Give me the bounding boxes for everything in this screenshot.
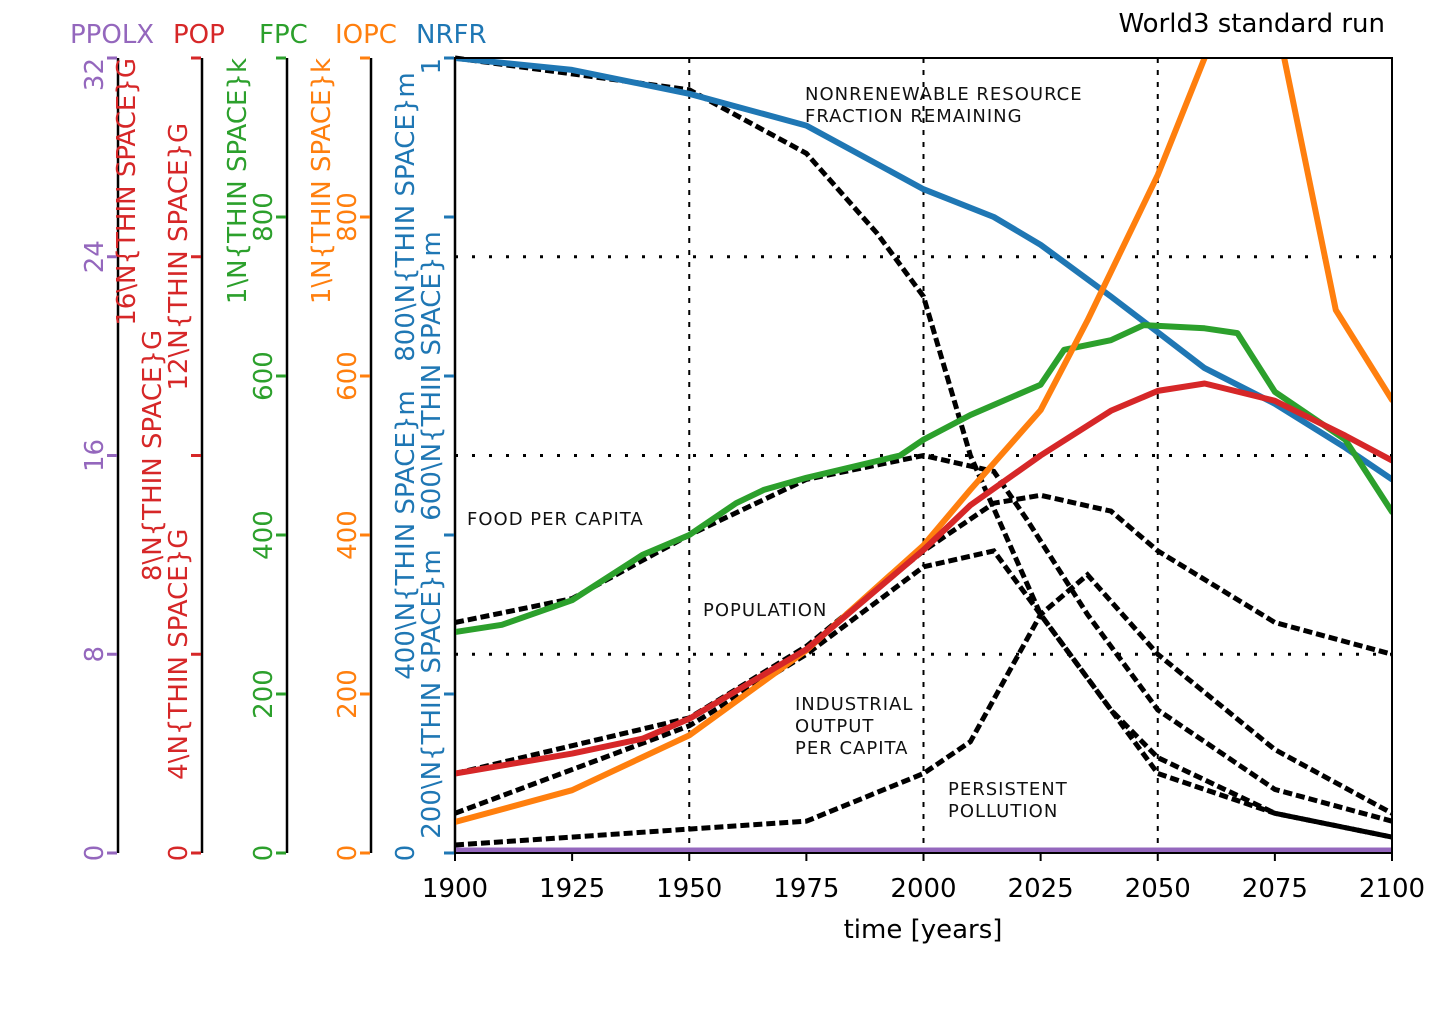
x-tick-label: 1900 — [422, 874, 488, 904]
y-tick-label: 0 — [391, 845, 421, 862]
x-tick-label: 2000 — [890, 874, 956, 904]
series-line-fpc — [455, 322, 1392, 635]
y-tick-label: 4\N{THIN SPACE}G — [164, 529, 194, 780]
y-tick-label: 16\N{THIN SPACE}G — [112, 58, 142, 326]
y-tick-label: 16 — [80, 439, 110, 472]
legend-nrfr: NRFR — [416, 20, 487, 50]
legend-iopc: IOPC — [335, 20, 397, 50]
y-tick-label: 600\N{THIN SPACE}m — [417, 231, 447, 521]
x-tick-label: 2075 — [1242, 874, 1308, 904]
annotation-label: INDUSTRIAL — [795, 694, 913, 715]
chart-title: World3 standard run — [1118, 9, 1385, 39]
x-tick-label: 1925 — [539, 874, 605, 904]
y-axes: 0 8 16 24 32 0 4\N{THIN SPACE}G8\N{THIN SPACE}… — [80, 56, 457, 862]
series-line-pop — [455, 380, 1392, 777]
legend-ppolx: PPOLX — [70, 20, 154, 50]
series-lines — [455, 58, 1392, 853]
y-tick-label: 200\N{THIN SPACE}m — [417, 549, 447, 839]
y-tick-label: 400 — [249, 510, 279, 560]
series-line-iopc — [455, 58, 1392, 825]
y-tick-label: 0 — [164, 845, 194, 862]
annotation-label: FOOD PER CAPITA — [467, 509, 644, 530]
persistent-pollution-original-trace — [454, 571, 1394, 848]
x-tick-label: 2050 — [1125, 874, 1191, 904]
x-axis-label: time [years] — [844, 915, 1003, 945]
y-tick-label: 1\N{THIN SPACE}k — [307, 58, 337, 304]
y-tick-label: 600 — [249, 351, 279, 401]
x-tick-label: 2025 — [1008, 874, 1074, 904]
y-tick-label: 200 — [249, 669, 279, 719]
x-tick-label: 1950 — [656, 874, 722, 904]
annotation-label: OUTPUT — [795, 716, 874, 737]
annotation-label: NONRENEWABLE RESOURCE — [805, 84, 1083, 105]
y-tick-label: 8 — [80, 646, 110, 663]
x-tick-label: 1975 — [773, 874, 839, 904]
food-per-capita-original-trace — [454, 452, 1393, 824]
population-original-trace — [454, 492, 1393, 776]
y-axis-pop: 0 4\N{THIN SPACE}G8\N{THIN SPACE}G12\N{TH… — [112, 56, 204, 862]
annotation-label: POPULATION — [703, 600, 827, 621]
y-tick-label: 800 — [249, 192, 279, 242]
y-tick-label: 800 — [333, 192, 363, 242]
y-tick-label: 0 — [80, 845, 110, 862]
y-tick-label: 400\N{THIN SPACE}m — [391, 390, 421, 680]
y-tick-label: 400 — [333, 510, 363, 560]
annotation-label: PERSISTENT — [948, 779, 1068, 800]
y-tick-label: 1 — [417, 58, 447, 75]
y-tick-label: 32 — [80, 58, 110, 91]
plot-frame: 1900 1925 1950 1975 2000 2025 2050 2075 2100 — [422, 57, 1425, 904]
y-tick-label: 0 — [249, 845, 279, 862]
y-axis-ppolx: 0 8 16 24 32 — [80, 56, 120, 862]
nonrenewable-resource-original-trace — [454, 55, 1393, 840]
y-tick-label: 1\N{THIN SPACE}k — [223, 58, 253, 304]
y-tick-label: 200 — [333, 669, 363, 719]
y-tick-label: 8\N{THIN SPACE}G — [138, 330, 168, 581]
y-tick-label: 800\N{THIN SPACE}m — [391, 72, 421, 362]
y-tick-label: 0 — [333, 845, 363, 862]
annotation-label: FRACTION REMAINING — [805, 106, 1023, 127]
annotation-label: POLLUTION — [948, 801, 1058, 822]
axis-name-legend: PPOLX POP FPC IOPC NRFR — [70, 20, 487, 50]
legend-fpc: FPC — [259, 20, 308, 50]
y-tick-label: 600 — [333, 351, 363, 401]
y-tick-label: 24 — [80, 240, 110, 273]
annotation-label: PER CAPITA — [795, 738, 908, 759]
x-tick-label: 2100 — [1359, 874, 1425, 904]
legend-pop: POP — [173, 20, 225, 50]
y-tick-label: 12\N{THIN SPACE}G — [164, 123, 194, 391]
